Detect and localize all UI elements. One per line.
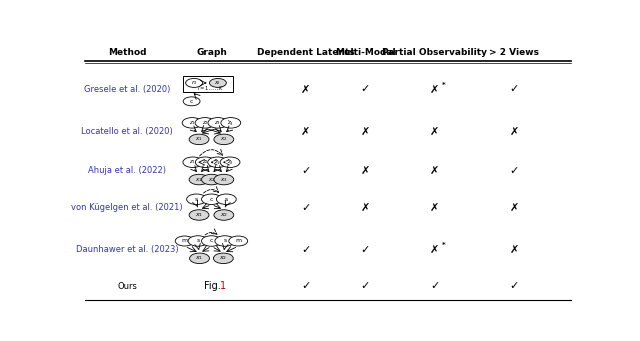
Circle shape xyxy=(214,174,234,185)
Text: $z_2$: $z_2$ xyxy=(202,119,209,127)
Text: $\hat{z}_2$: $\hat{z}_2$ xyxy=(227,158,234,167)
Circle shape xyxy=(215,236,235,246)
Text: Method: Method xyxy=(108,48,147,57)
Circle shape xyxy=(189,174,209,185)
Circle shape xyxy=(186,78,202,87)
Text: $\hat{z}_3$: $\hat{z}_3$ xyxy=(227,118,234,128)
Text: ✓: ✓ xyxy=(509,85,518,94)
Text: ✗: ✗ xyxy=(430,244,439,255)
Text: ✓: ✓ xyxy=(360,281,370,292)
Text: ✗: ✗ xyxy=(360,203,370,213)
Text: $x_1$: $x_1$ xyxy=(195,211,203,219)
Text: Locatello et al. (2020): Locatello et al. (2020) xyxy=(81,127,173,136)
Text: s: s xyxy=(196,238,200,243)
Text: von Kügelgen et al. (2021): von Kügelgen et al. (2021) xyxy=(71,203,183,212)
Text: $i=1,\ldots,K$: $i=1,\ldots,K$ xyxy=(196,85,224,92)
Text: Dependent Latents: Dependent Latents xyxy=(257,48,355,57)
Text: ✓: ✓ xyxy=(509,281,518,292)
Circle shape xyxy=(214,134,234,145)
Text: s: s xyxy=(225,197,228,202)
Circle shape xyxy=(182,118,202,128)
Text: m: m xyxy=(182,238,188,243)
Text: Ours: Ours xyxy=(117,282,137,291)
Text: > 2 Views: > 2 Views xyxy=(489,48,539,57)
Text: ✓: ✓ xyxy=(360,85,370,94)
Text: ✗: ✗ xyxy=(301,85,310,94)
Text: ✓: ✓ xyxy=(360,244,370,255)
Circle shape xyxy=(189,210,209,220)
Text: m: m xyxy=(235,238,241,243)
Text: s: s xyxy=(223,238,227,243)
Text: $z_2$: $z_2$ xyxy=(202,158,209,166)
Text: $x_1$: $x_1$ xyxy=(195,254,204,262)
Text: ✗: ✗ xyxy=(360,166,370,176)
Circle shape xyxy=(189,134,209,145)
Text: $x_2$: $x_2$ xyxy=(220,135,228,143)
Text: s: s xyxy=(195,197,198,202)
Text: ✓: ✓ xyxy=(301,244,310,255)
Text: 1: 1 xyxy=(220,281,226,292)
Text: ✗: ✗ xyxy=(430,85,439,94)
Text: ✗: ✗ xyxy=(509,203,518,213)
Circle shape xyxy=(221,118,241,128)
Text: $x_2$: $x_2$ xyxy=(208,176,215,183)
Text: $x_3$: $x_3$ xyxy=(220,176,228,183)
Circle shape xyxy=(188,236,208,246)
Circle shape xyxy=(195,118,215,128)
Text: Partial Observability: Partial Observability xyxy=(382,48,487,57)
Text: ✓: ✓ xyxy=(301,166,310,176)
Circle shape xyxy=(202,174,221,185)
Text: $x_1$: $x_1$ xyxy=(195,176,203,183)
Text: $x_1$: $x_1$ xyxy=(195,135,203,143)
Text: ✗: ✗ xyxy=(430,203,439,213)
Text: ✗: ✗ xyxy=(301,127,310,136)
Text: c: c xyxy=(190,99,193,104)
Text: *: * xyxy=(442,242,445,248)
Text: $z_1$: $z_1$ xyxy=(189,119,196,127)
Circle shape xyxy=(216,194,236,205)
Circle shape xyxy=(187,194,207,205)
Circle shape xyxy=(229,236,248,246)
Circle shape xyxy=(202,236,221,246)
Text: $x_2$: $x_2$ xyxy=(220,254,227,262)
Circle shape xyxy=(208,157,228,167)
Circle shape xyxy=(175,236,194,246)
Text: $x_i$: $x_i$ xyxy=(214,79,221,87)
Text: ✗: ✗ xyxy=(509,127,518,136)
Circle shape xyxy=(213,253,233,264)
Text: ✗: ✗ xyxy=(430,166,439,176)
Text: Ahuja et al. (2022): Ahuja et al. (2022) xyxy=(88,166,166,175)
Text: Graph: Graph xyxy=(196,48,227,57)
Circle shape xyxy=(208,118,228,128)
Text: ✗: ✗ xyxy=(430,127,439,136)
Text: $n_i$: $n_i$ xyxy=(191,79,198,87)
Text: Daunhawer et al. (2023): Daunhawer et al. (2023) xyxy=(76,245,179,254)
Text: ✓: ✓ xyxy=(301,203,310,213)
Circle shape xyxy=(183,97,200,106)
Text: ✓: ✓ xyxy=(509,166,518,176)
Text: c: c xyxy=(210,238,213,243)
FancyBboxPatch shape xyxy=(182,76,233,92)
Text: ✗: ✗ xyxy=(509,244,518,255)
Text: $\hat{z}_1$: $\hat{z}_1$ xyxy=(214,158,221,167)
Circle shape xyxy=(183,157,203,167)
Circle shape xyxy=(195,157,215,167)
Circle shape xyxy=(214,210,234,220)
Text: Fig.: Fig. xyxy=(204,281,224,292)
Text: $z_1$: $z_1$ xyxy=(189,158,196,166)
Circle shape xyxy=(209,78,227,87)
Text: $z_3$: $z_3$ xyxy=(214,119,221,127)
Circle shape xyxy=(202,194,221,205)
Text: ✗: ✗ xyxy=(360,127,370,136)
Text: c: c xyxy=(210,197,213,202)
Text: Gresele et al. (2020): Gresele et al. (2020) xyxy=(84,85,170,94)
Text: $x_2$: $x_2$ xyxy=(220,211,228,219)
Circle shape xyxy=(220,157,240,167)
Text: ✓: ✓ xyxy=(301,281,310,292)
Text: Multi-Modal: Multi-Modal xyxy=(335,48,396,57)
Text: ✓: ✓ xyxy=(430,281,439,292)
Text: *: * xyxy=(442,82,445,88)
Circle shape xyxy=(189,253,209,264)
